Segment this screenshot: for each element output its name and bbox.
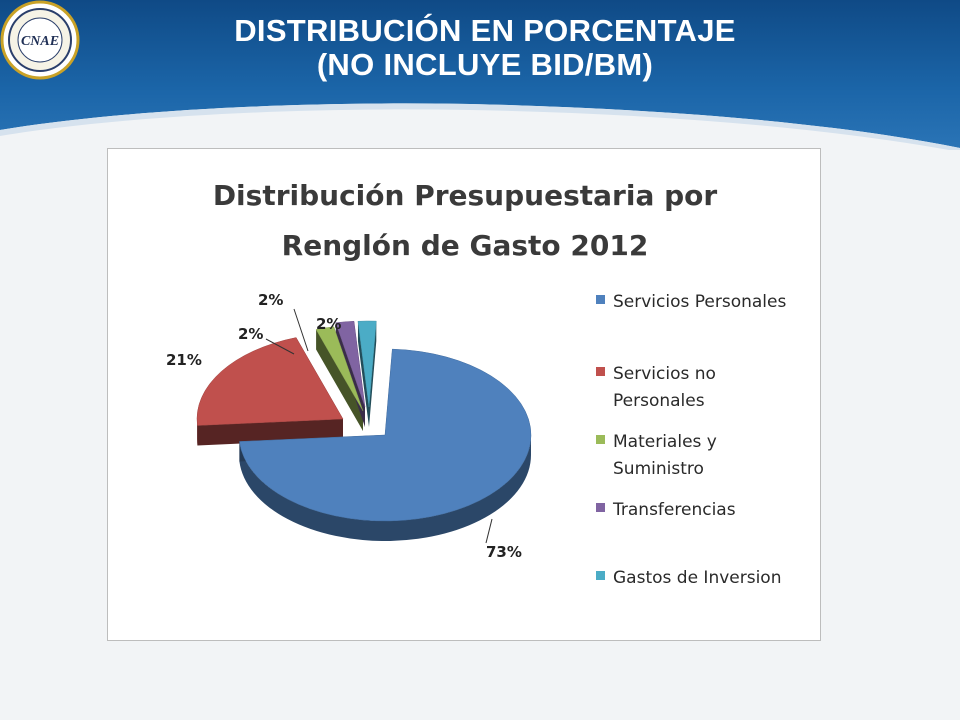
pie-slice — [239, 348, 532, 522]
legend-swatch — [596, 295, 605, 304]
pie-data-label: 21% — [166, 351, 202, 369]
pie-slice-cut — [357, 321, 369, 427]
slide-header: DISTRIBUCIÓN EN PORCENTAJE (NO INCLUYE B… — [0, 0, 960, 150]
label-leader-line — [265, 338, 295, 355]
legend-swatch — [596, 435, 605, 444]
legend-label: Servicios Personales — [613, 289, 813, 316]
pie-chart: 73% 21% 2% 2% 2% — [166, 291, 532, 561]
pie-slice-side — [239, 435, 531, 541]
pie-data-label: 2% — [316, 315, 341, 333]
legend-swatch — [596, 503, 605, 512]
legend-label-line-1: Servicios Personales — [613, 292, 787, 312]
legend-label-line-2: Personales — [613, 391, 705, 411]
legend-label-line-1: Transferencias — [613, 500, 736, 520]
cnae-logo: CNAE — [0, 0, 80, 80]
slide-title-line-2: (NO INCLUYE BID/BM) — [316, 47, 654, 82]
chart-title: Distribución Presupuestaria por Renglón … — [108, 171, 822, 271]
pie-slice-cut — [316, 329, 363, 431]
legend-label: Servicios no Personales — [613, 361, 813, 415]
header-banner — [0, 0, 960, 150]
legend-label-line-1: Servicios no — [613, 364, 716, 384]
legend-label: Materiales y Suministro — [613, 429, 813, 483]
legend-swatch — [596, 367, 605, 376]
legend-label: Transferencias — [613, 497, 813, 524]
pie-slice — [357, 320, 377, 408]
chart-frame: 73% 21% 2% 2% 2% Distribución Presupuestaria… — [107, 148, 821, 641]
pie-data-label: 73% — [486, 543, 522, 561]
pie-data-label: 2% — [258, 291, 283, 309]
pie-slice-cut — [369, 321, 377, 427]
legend-label-line-1: Materiales y — [613, 432, 717, 452]
pie-data-label: 2% — [238, 325, 263, 343]
pie-slice — [315, 326, 364, 412]
legend-label-line-1: Gastos de Inversion — [613, 568, 782, 588]
pie-slice — [196, 337, 344, 426]
slide-title: DISTRIBUCIÓN EN PORCENTAJE (NO INCLUYE B… — [0, 14, 960, 82]
logo-text: CNAE — [21, 34, 59, 49]
pie-slice — [335, 320, 366, 408]
label-leader-line — [485, 518, 493, 544]
chart-title-line-2: Renglón de Gasto 2012 — [281, 229, 649, 262]
label-leader-line — [293, 308, 309, 352]
legend-label: Gastos de Inversion — [613, 565, 813, 592]
legend-label-line-2: Suministro — [613, 459, 704, 479]
chart-title-line-1: Distribución Presupuestaria por — [212, 179, 718, 212]
slide-title-line-1: DISTRIBUCIÓN EN PORCENTAJE — [234, 13, 736, 48]
legend-swatch — [596, 571, 605, 580]
